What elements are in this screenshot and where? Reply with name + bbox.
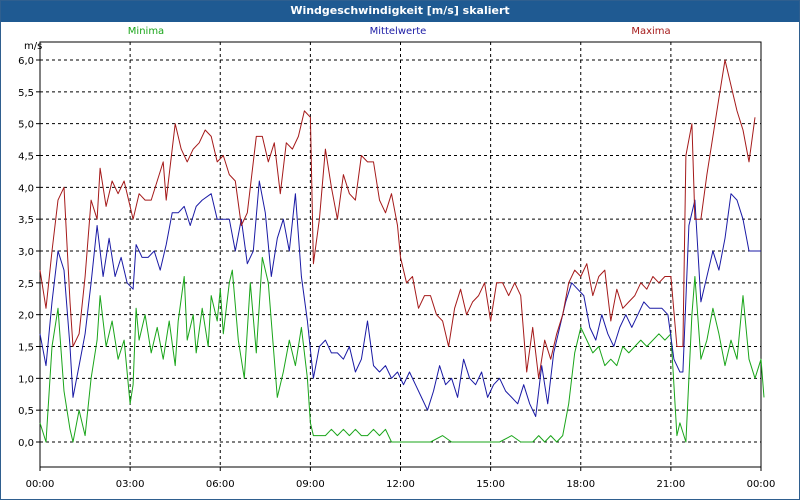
series-layer	[39, 59, 765, 443]
series-line-mittelwerte	[39, 180, 761, 417]
y-tick-label: 1,0	[18, 374, 34, 385]
x-tick-time-label: 15:00	[476, 479, 505, 490]
x-tick-time-label: 06:00	[206, 479, 235, 490]
x-tick-date-label: 27.02.19	[649, 498, 694, 499]
y-tick-label: 6,0	[18, 56, 34, 67]
wind-speed-chart: 0,0 0,5 1,0 1,5 2,0 2,5 3,0 3,5 4,0 4,5 5,0 5,5 6,0 0…	[18, 26, 784, 499]
x-tick-date-label: 27.02.19	[18, 498, 63, 499]
y-tick-label: 1,5	[18, 343, 34, 354]
y-tick-label: 0,0	[18, 438, 34, 449]
x-tick-date-label: 27.02.19	[198, 498, 243, 499]
x-tick-time-label: 18:00	[566, 479, 595, 490]
x-tick-time-label: 12:00	[386, 479, 415, 490]
window-title: Windgeschwindigkeit [m/s] skaliert	[1, 1, 799, 22]
y-tick-label: 4,0	[18, 183, 34, 194]
legend-maxima: Maxima	[631, 26, 670, 37]
y-tick-label: 5,5	[18, 88, 34, 99]
x-tick-date-label: 27.02.19	[378, 498, 423, 499]
x-tick-time-label: 00:00	[747, 479, 776, 490]
x-tick-time-label: 00:00	[26, 479, 55, 490]
y-tick-label: 2,0	[18, 311, 34, 322]
x-tick-time-label: 03:00	[116, 479, 145, 490]
series-line-minima	[39, 256, 765, 443]
x-tick-date-label: 27.02.19	[108, 498, 153, 499]
axes	[36, 59, 762, 471]
y-tick-label: 5,0	[18, 120, 34, 131]
y-tick-label: 2,5	[18, 279, 34, 290]
series-line-maxima	[39, 59, 756, 379]
legend-minima: Minima	[128, 26, 164, 37]
y-tick-label: 0,5	[18, 406, 34, 417]
x-tick-date-label: 27.02.19	[558, 498, 603, 499]
y-tick-label: 4,5	[18, 152, 34, 163]
y-tick-label: 3,0	[18, 247, 34, 258]
labels: 0,0 0,5 1,0 1,5 2,0 2,5 3,0 3,5 4,0 4,5 5,0 5,5 6,0 0…	[18, 26, 784, 499]
legend-mittelwerte: Mittelwerte	[370, 26, 427, 37]
x-tick-time-label: 21:00	[656, 479, 685, 490]
x-tick-time-label: 09:00	[296, 479, 325, 490]
x-tick-date-label: 28.02.19	[739, 498, 784, 499]
x-tick-date-label: 27.02.19	[468, 498, 513, 499]
x-tick-date-label: 27.02.19	[288, 498, 333, 499]
y-axis-unit: m/s	[24, 41, 42, 52]
y-tick-label: 3,5	[18, 215, 34, 226]
